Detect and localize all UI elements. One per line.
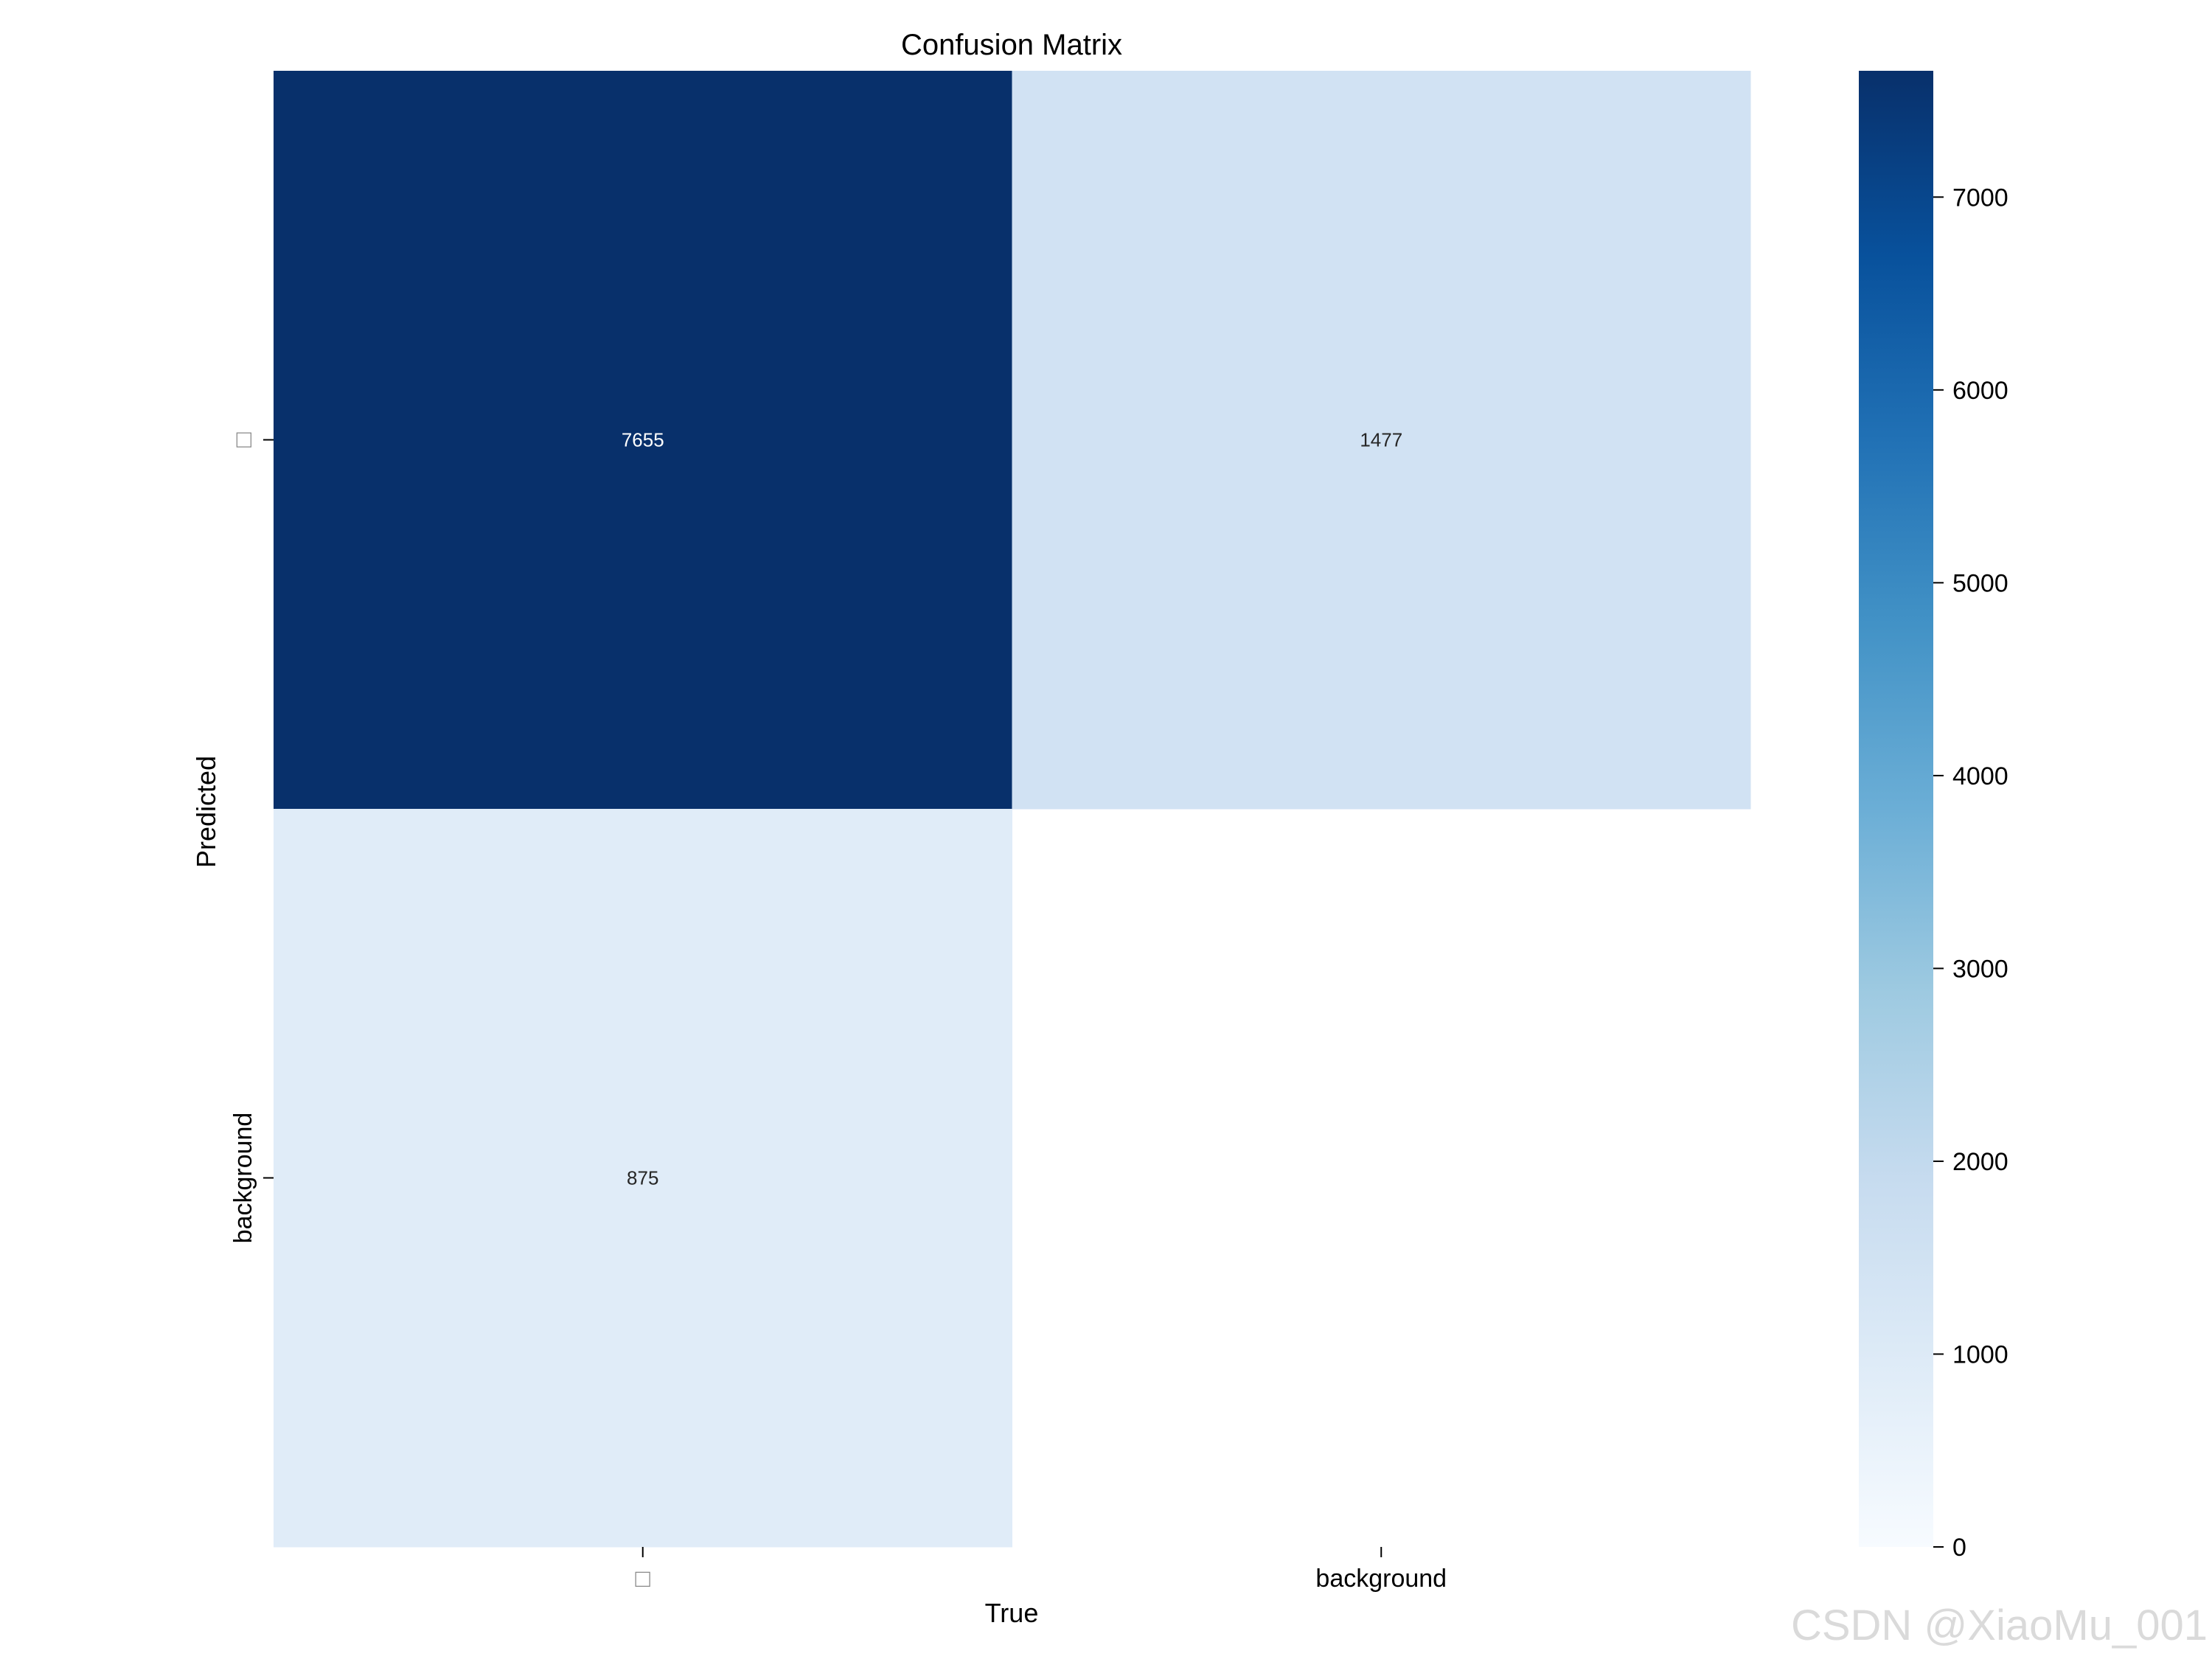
- colorbar-tick-label: 6000: [1952, 377, 2008, 405]
- chart-title: Confusion Matrix: [901, 29, 1122, 61]
- cell-value-label: 875: [627, 1167, 658, 1189]
- cell-value-label: 1477: [1360, 429, 1402, 451]
- y-tick-label: □: [229, 432, 257, 448]
- heatmap-cell: [274, 809, 1012, 1548]
- x-tick-label: background: [1315, 1565, 1447, 1593]
- y-tick-label: background: [229, 1113, 257, 1244]
- colorbar-ticks: 0 1000 2000 3000 4000 5000 6000 7000: [1933, 184, 2008, 1562]
- colorbar-tick-label: 1000: [1952, 1340, 2008, 1368]
- y-axis-label: Predicted: [191, 756, 221, 868]
- x-axis-label: True: [985, 1598, 1039, 1628]
- colorbar-tick-label: 5000: [1952, 569, 2008, 597]
- colorbar-tick-label: 7000: [1952, 184, 2008, 212]
- y-axis-ticks: □ background: [229, 432, 274, 1244]
- colorbar-tick-label: 0: [1952, 1534, 1966, 1562]
- cell-value-label: 7655: [622, 429, 664, 451]
- watermark-text: CSDN @XiaoMu_001: [1790, 1601, 2208, 1649]
- colorbar: [1859, 71, 1933, 1547]
- heatmap-cells: 7655 1477 875: [274, 71, 1751, 1548]
- x-tick-label: □: [635, 1565, 650, 1593]
- colorbar-tick-label: 4000: [1952, 762, 2008, 790]
- colorbar-tick-label: 3000: [1952, 955, 2008, 983]
- colorbar-tick-label: 2000: [1952, 1148, 2008, 1176]
- heatmap-cell: [274, 71, 1012, 810]
- x-axis-ticks: □ background: [635, 1547, 1447, 1593]
- heatmap-cell: [1012, 71, 1751, 810]
